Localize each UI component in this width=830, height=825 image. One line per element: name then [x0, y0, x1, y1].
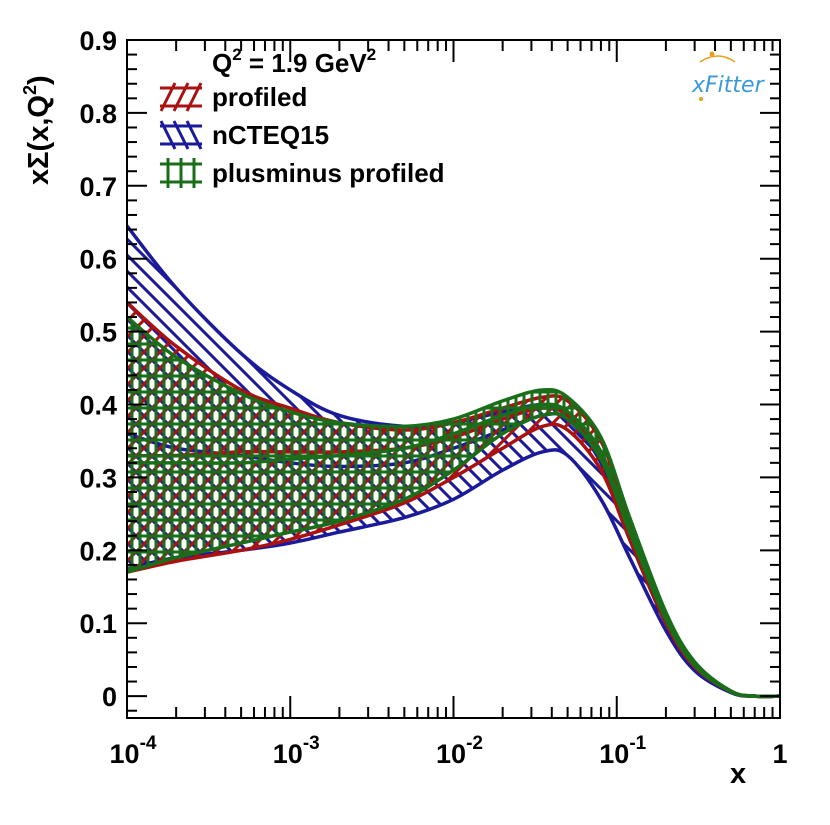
q2-annotation: Q2 = 1.9 GeV2 [212, 45, 376, 78]
series-plusminus-profiled [127, 315, 780, 699]
q2-annotation-rest: = 1.9 GeV [242, 48, 368, 78]
logo-text: xFitter [691, 73, 766, 98]
legend-item-ncteq15: nCTEQ15 [159, 120, 329, 150]
legend-swatch [160, 158, 202, 188]
q2-annotation-sup2: 2 [367, 45, 376, 64]
xfitter-logo: xFitter [691, 51, 766, 101]
x-tick-label: 10-4 [110, 733, 157, 769]
y-axis-label-pre: x [23, 169, 55, 185]
y-tick-label: 0.8 [79, 99, 117, 129]
band-central-line [127, 402, 780, 699]
y-tick-label: 0.1 [79, 609, 117, 639]
y-tick-label: 0.6 [79, 245, 117, 275]
x-axis-ticks: 10-4 10-3 10-2 10-1 1 [110, 40, 788, 769]
q2-annotation-sup1: 2 [232, 45, 241, 64]
logo-x: x [691, 73, 706, 98]
y-tick-label: 0.7 [79, 172, 117, 202]
y-tick-label: 0.2 [79, 536, 117, 566]
y-axis-ticks: 0 0.1 0.2 0.3 0.4 0.5 0.6 0.7 0.8 0.9 [79, 26, 780, 712]
q2-annotation-q: Q [212, 48, 232, 78]
legend-swatch [159, 120, 203, 150]
legend-item-plusminus-profiled: plusminus profiled [160, 158, 445, 188]
y-tick-label: 0.9 [79, 26, 117, 56]
logo-rest: Fitter [705, 73, 766, 98]
logo-arc-icon [699, 55, 736, 63]
logo-dot-icon [699, 97, 703, 101]
legend-label: profiled [212, 82, 307, 112]
y-axis-label-sigma: Σ [23, 151, 55, 168]
x-tick-label: 10-3 [273, 733, 320, 769]
legend-label: nCTEQ15 [212, 120, 329, 150]
y-tick-label: 0 [102, 682, 117, 712]
x-tick-label: 1 [772, 739, 787, 769]
y-tick-label: 0.5 [79, 318, 117, 348]
legend-item-profiled: profiled [159, 82, 307, 112]
x-tick-label: 10-2 [436, 733, 483, 769]
y-axis-label-sup: 2 [20, 85, 40, 95]
x-axis-label: x [730, 758, 746, 790]
y-axis-label: xΣ(x,Q2) [20, 75, 55, 185]
y-axis-label-mid: (x,Q [23, 95, 55, 151]
y-tick-label: 0.3 [79, 463, 117, 493]
y-tick-label: 0.4 [79, 391, 117, 421]
x-tick-label: 10-1 [599, 733, 646, 769]
y-axis-label-post: ) [23, 75, 55, 85]
logo-star-icon [709, 51, 715, 57]
legend-label: plusminus profiled [212, 158, 445, 188]
band-lower-line [127, 448, 780, 699]
legend: profiled nCTEQ15 plusminus profiled [159, 82, 445, 188]
legend-swatch [159, 82, 203, 112]
bands-layer [127, 224, 780, 699]
